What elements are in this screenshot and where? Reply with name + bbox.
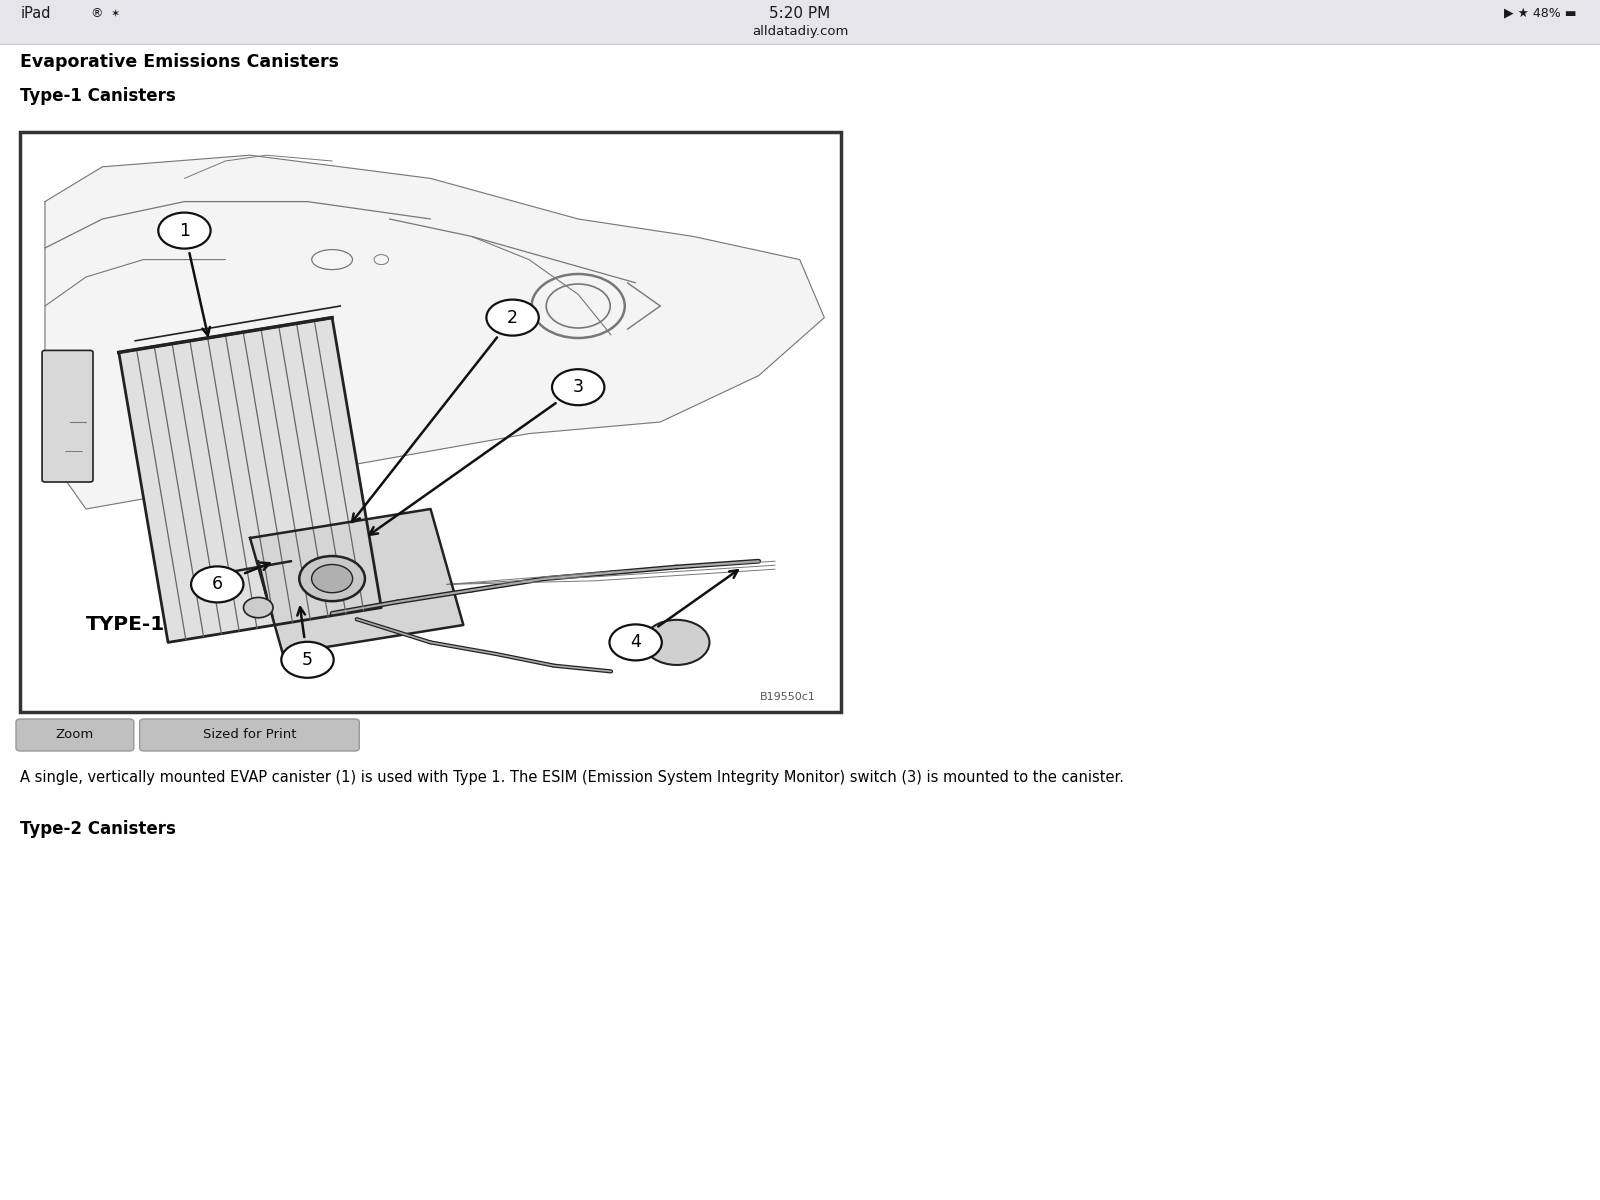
Circle shape — [643, 620, 709, 665]
Text: 5:20 PM: 5:20 PM — [770, 6, 830, 20]
Circle shape — [610, 624, 662, 660]
Circle shape — [312, 564, 352, 593]
Text: 5: 5 — [302, 650, 314, 668]
Text: 6: 6 — [211, 576, 222, 594]
Polygon shape — [250, 509, 464, 654]
Text: alldatadiy.com: alldatadiy.com — [752, 24, 848, 37]
Text: A single, vertically mounted EVAP canister (1) is used with Type 1. The ESIM (Em: A single, vertically mounted EVAP canist… — [21, 770, 1125, 785]
Polygon shape — [118, 318, 381, 642]
Text: 3: 3 — [573, 378, 584, 396]
Text: Sized for Print: Sized for Print — [203, 728, 296, 742]
Text: B19550c1: B19550c1 — [760, 692, 816, 702]
Text: 2: 2 — [507, 308, 518, 326]
Ellipse shape — [312, 250, 352, 270]
Text: Type-1 Canisters: Type-1 Canisters — [21, 86, 176, 104]
Text: Evaporative Emissions Canisters: Evaporative Emissions Canisters — [21, 53, 339, 71]
Circle shape — [282, 642, 334, 678]
Text: 1: 1 — [179, 222, 190, 240]
Circle shape — [374, 254, 389, 264]
FancyBboxPatch shape — [0, 44, 1600, 1200]
FancyBboxPatch shape — [16, 719, 134, 751]
FancyBboxPatch shape — [42, 350, 93, 482]
Text: ▶ ★ 48% ▬: ▶ ★ 48% ▬ — [1504, 7, 1576, 20]
Circle shape — [190, 566, 243, 602]
Circle shape — [552, 370, 605, 406]
Text: iPad: iPad — [21, 6, 51, 22]
Circle shape — [158, 212, 211, 248]
Circle shape — [299, 556, 365, 601]
Text: Zoom: Zoom — [56, 728, 94, 742]
FancyBboxPatch shape — [139, 719, 360, 751]
FancyBboxPatch shape — [21, 132, 840, 712]
Text: ®: ® — [90, 7, 102, 20]
Text: TYPE-1: TYPE-1 — [86, 616, 165, 635]
Text: 4: 4 — [630, 634, 642, 652]
Text: ✶: ✶ — [110, 8, 120, 19]
Circle shape — [486, 300, 539, 336]
Polygon shape — [45, 155, 824, 509]
FancyBboxPatch shape — [0, 0, 1600, 44]
Circle shape — [243, 598, 274, 618]
Text: Type-2 Canisters: Type-2 Canisters — [21, 820, 176, 838]
